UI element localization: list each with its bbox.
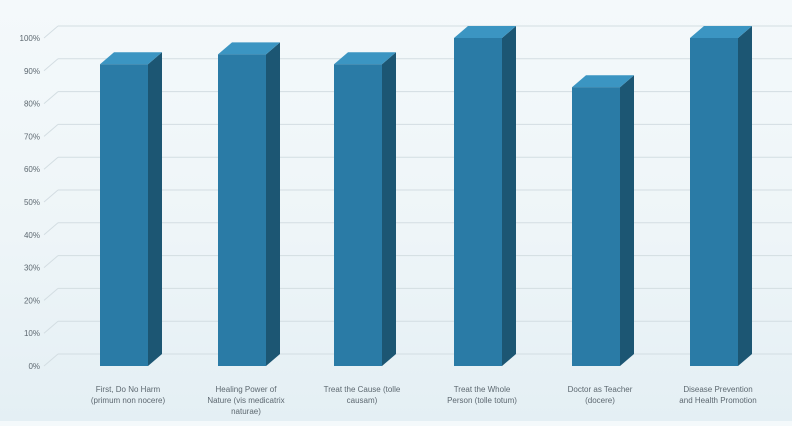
x-category-label-line: Healing Power of bbox=[216, 385, 278, 394]
bar bbox=[218, 42, 280, 367]
gridline-depth bbox=[43, 353, 59, 367]
y-axis-ticks: 0% 10% 20% 30% 40% 50% 60% 70% 80% 90% 100% bbox=[20, 34, 40, 371]
gridline-depth bbox=[43, 156, 59, 170]
y-tick-label: 40% bbox=[24, 231, 40, 240]
x-category-label-line: naturae) bbox=[231, 407, 261, 416]
gridline-depth bbox=[43, 320, 59, 334]
bar-side bbox=[148, 52, 162, 367]
bar-front bbox=[572, 87, 620, 366]
x-category-label-line: and Health Promotion bbox=[679, 396, 756, 405]
x-category-label: Healing Power of Nature (vis medicatrix na… bbox=[207, 385, 284, 416]
bar-front bbox=[218, 54, 266, 367]
bar bbox=[100, 52, 162, 367]
gridline-depth bbox=[43, 189, 59, 203]
bar-side bbox=[382, 52, 396, 367]
x-category-label: Disease Prevention and Health Promotion bbox=[679, 385, 756, 405]
gridline-depth bbox=[43, 222, 59, 236]
bar-top bbox=[572, 75, 634, 88]
y-tick-label: 20% bbox=[24, 296, 40, 305]
bar-side bbox=[266, 42, 280, 367]
bar-top bbox=[100, 52, 162, 65]
gridline-depth bbox=[43, 288, 59, 301]
x-category-label-line: Doctor as Teacher bbox=[568, 385, 633, 394]
bar-side bbox=[738, 26, 752, 366]
x-category-label-line: causam) bbox=[347, 396, 378, 405]
bar-front bbox=[334, 64, 382, 367]
y-tick-label: 60% bbox=[24, 165, 40, 174]
x-category-label: Treat the Whole Person (tolle totum) bbox=[447, 385, 517, 405]
y-tick-label: 10% bbox=[24, 329, 40, 338]
y-tick-label: 0% bbox=[28, 362, 40, 371]
x-category-label-line: Person (tolle totum) bbox=[447, 396, 517, 405]
x-category-label-line: Disease Prevention bbox=[683, 385, 752, 394]
bar bbox=[690, 26, 752, 366]
bar-front bbox=[100, 64, 148, 367]
bar-top bbox=[218, 42, 280, 55]
x-category-label: First, Do No Harm (primum non nocere) bbox=[91, 385, 166, 405]
gridline-depth bbox=[43, 58, 59, 72]
bar-side bbox=[502, 26, 516, 366]
x-category-label-line: (primum non nocere) bbox=[91, 396, 166, 405]
bar bbox=[334, 52, 396, 367]
bar bbox=[454, 26, 516, 366]
x-category-label-line: Treat the Whole bbox=[454, 385, 511, 394]
gridline-depth bbox=[43, 91, 59, 104]
x-category-label: Doctor as Teacher (docere) bbox=[568, 385, 633, 405]
y-tick-label: 80% bbox=[24, 100, 40, 109]
y-tick-label: 100% bbox=[20, 34, 40, 43]
bar-top bbox=[454, 26, 516, 38]
bar-side bbox=[620, 75, 634, 366]
x-category-label-line: First, Do No Harm bbox=[96, 385, 161, 394]
bar-front bbox=[690, 38, 738, 366]
gridlines bbox=[43, 25, 792, 367]
bars bbox=[100, 26, 752, 367]
gridline-depth bbox=[43, 25, 59, 39]
x-category-label-line: Treat the Cause (tolle bbox=[324, 385, 401, 394]
gridline-depth bbox=[43, 124, 59, 137]
x-category-label: Treat the Cause (tolle causam) bbox=[324, 385, 401, 405]
x-category-label-line: Nature (vis medicatrix bbox=[207, 396, 284, 405]
y-tick-label: 50% bbox=[24, 198, 40, 207]
y-tick-label: 90% bbox=[24, 67, 40, 76]
bar-top bbox=[334, 52, 396, 65]
gridline-depth bbox=[43, 255, 59, 268]
x-axis-labels: First, Do No Harm (primum non nocere) Heal… bbox=[91, 385, 757, 416]
y-tick-label: 30% bbox=[24, 264, 40, 273]
bar-top bbox=[690, 26, 752, 38]
bar bbox=[572, 75, 634, 366]
y-tick-label: 70% bbox=[24, 132, 40, 141]
x-category-label-line: (docere) bbox=[585, 396, 615, 405]
bar-front bbox=[454, 38, 502, 366]
